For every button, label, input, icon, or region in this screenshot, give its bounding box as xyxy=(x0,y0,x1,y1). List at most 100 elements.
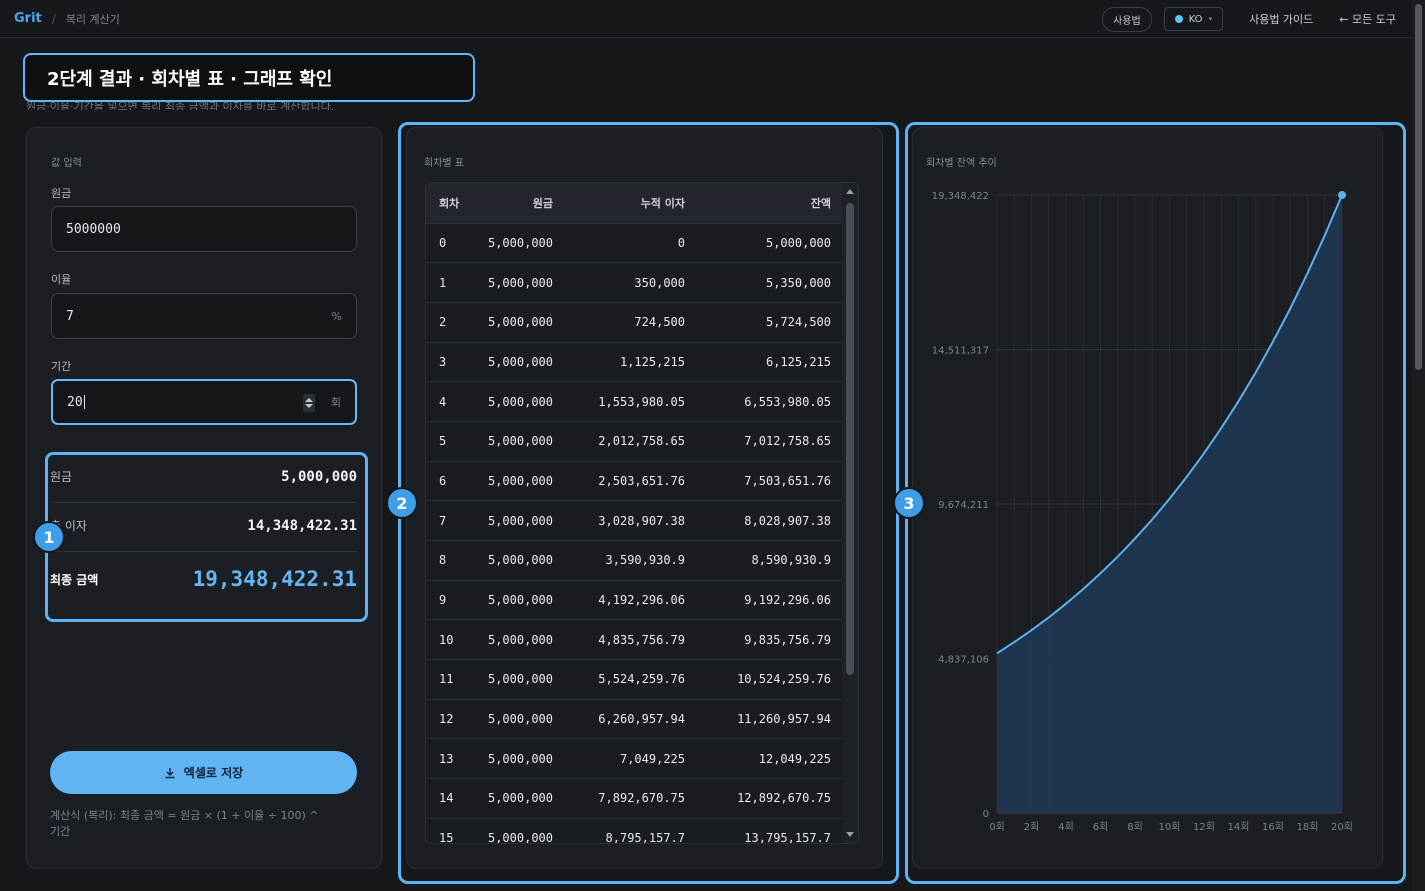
principal-input[interactable]: 5000000 xyxy=(51,206,357,252)
text-caret xyxy=(83,395,85,409)
table-cell: 1,125,215 xyxy=(566,341,698,382)
table-cell: 2,012,758.65 xyxy=(566,420,698,462)
table-cell: 9,835,756.79 xyxy=(698,619,844,660)
balance-line xyxy=(996,194,1343,655)
breadcrumb: 복리 계산기 xyxy=(65,12,120,26)
summary-interest-value: 14,348,422.31 xyxy=(247,517,357,534)
badge-1: 1 xyxy=(33,521,65,553)
table-cell: 5,000,000 xyxy=(482,420,566,462)
brand-logo[interactable]: Grit xyxy=(14,11,42,26)
table-cell: 13 xyxy=(426,738,482,779)
table-cell: 5,000,000 xyxy=(698,222,844,263)
table-cell: 15 xyxy=(426,817,482,843)
table-cell: 14 xyxy=(426,778,482,819)
table-scroll-thumb[interactable] xyxy=(846,203,854,675)
table-cell: 12,892,670.75 xyxy=(698,778,844,819)
table-cell: 8,795,157.7 xyxy=(566,817,698,843)
table-cell: 5,000,000 xyxy=(482,619,566,660)
top-actions: 사용법 KO ▾ 사용법 가이드 ← 모든 도구 xyxy=(1102,0,1396,38)
table-cell: 5,000,000 xyxy=(482,222,566,263)
table-row: 14 5,000,000 7,892,670.75 12,892,670.75 xyxy=(426,778,844,819)
table-cell: 5,000,000 xyxy=(482,698,566,739)
table-cell: 5,000,000 xyxy=(482,579,566,620)
table-cell: 724,500 xyxy=(566,301,698,343)
page-scroll-thumb[interactable] xyxy=(1415,4,1422,370)
formula-suffix: 기간 xyxy=(50,825,71,838)
table-row: 9 5,000,000 4,192,296.06 9,192,296.06 xyxy=(426,579,844,620)
period-unit: 회 xyxy=(330,396,341,409)
table-cell: 5,000,000 xyxy=(482,500,566,541)
table-cell: 10,524,259.76 xyxy=(698,659,844,700)
all-tools-link[interactable]: ← 모든 도구 xyxy=(1339,13,1396,26)
table-cell: 1 xyxy=(426,262,482,303)
table-row: 8 5,000,000 3,590,930.9 8,590,930.9 xyxy=(426,540,844,581)
table-row: 4 5,000,000 1,553,980.05 6,553,980.05 xyxy=(426,381,844,422)
table-cell: 12 xyxy=(426,698,482,739)
table-cell: 11,260,957.94 xyxy=(698,698,844,739)
balance-chart: 0 4,837,106 9,674,211 14,511,317 19,348,422 0… xyxy=(932,190,1353,833)
table-cell: 6 xyxy=(426,460,482,501)
summary-principal-value: 5,000,000 xyxy=(281,468,357,485)
principal-label: 원금 xyxy=(51,187,72,200)
x-tick-label: 12회 xyxy=(1193,821,1215,833)
spinner-down-icon[interactable] xyxy=(305,404,313,408)
header-balance: 잔액 xyxy=(698,183,844,223)
table-row: 7 5,000,000 3,028,907.38 8,028,907.38 xyxy=(426,500,844,541)
table-cell: 5,000,000 xyxy=(482,460,566,501)
rate-input[interactable]: 7 % xyxy=(51,293,357,339)
top-bar: Grit / 복리 계산기 사용법 KO ▾ 사용법 가이드 ← 모든 도구 xyxy=(0,0,1412,38)
table-cell: 2,503,651.76 xyxy=(566,460,698,501)
table-row: 15 5,000,000 8,795,157.7 13,795,157.7 xyxy=(426,817,844,843)
table-cell: 5 xyxy=(426,420,482,462)
table-cell: 8,590,930.9 xyxy=(698,540,844,581)
rate-unit: % xyxy=(331,309,342,323)
page-scrollbar[interactable] xyxy=(1412,0,1425,891)
table-row: 12 5,000,000 6,260,957.94 11,260,957.94 xyxy=(426,698,844,739)
table-header-row: 회차 원금 누적 이자 잔액 xyxy=(426,183,844,223)
table-row: 6 5,000,000 2,503,651.76 7,503,651.76 xyxy=(426,460,844,501)
table-row: 1 5,000,000 350,000 5,350,000 xyxy=(426,262,844,303)
scroll-up-icon[interactable] xyxy=(846,189,854,194)
table-cell: 350,000 xyxy=(566,262,698,303)
x-tick-label: 0회 xyxy=(989,821,1005,833)
table-cell: 5,000,000 xyxy=(482,817,566,843)
table-cell: 5,000,000 xyxy=(482,262,566,303)
table-cell: 5,000,000 xyxy=(482,301,566,343)
usage-button[interactable]: 사용법 xyxy=(1102,6,1152,32)
header-interest: 누적 이자 xyxy=(566,183,698,223)
x-tick-label: 8회 xyxy=(1127,821,1143,833)
summary-highlight xyxy=(45,452,368,622)
summary-divider xyxy=(50,551,357,552)
export-excel-button[interactable]: 엑셀로 저장 xyxy=(50,751,357,794)
summary-final-label: 최종 금액 xyxy=(50,572,99,587)
y-tick-label: 19,348,422 xyxy=(932,191,989,202)
table-cell: 4,835,756.79 xyxy=(566,619,698,660)
period-input[interactable]: 20 회 xyxy=(51,379,357,425)
table-row: 10 5,000,000 4,835,756.79 9,835,756.79 xyxy=(426,619,844,660)
table-cell: 5,000,000 xyxy=(482,778,566,819)
table-cell: 7,892,670.75 xyxy=(566,778,698,819)
table-cell: 5,350,000 xyxy=(698,262,844,303)
x-tick-label: 16회 xyxy=(1262,821,1284,833)
number-spinner[interactable] xyxy=(303,394,315,412)
header-period: 회차 xyxy=(426,183,482,223)
table-scrollbar[interactable] xyxy=(842,183,858,843)
badge-3: 3 xyxy=(893,487,925,519)
table-cell: 4,192,296.06 xyxy=(566,579,698,620)
spinner-up-icon[interactable] xyxy=(305,398,313,402)
rate-value: 7 xyxy=(66,308,74,324)
x-tick-label: 2회 xyxy=(1024,821,1040,833)
table-cell: 2 xyxy=(426,301,482,343)
schedule-table[interactable]: 회차 원금 누적 이자 잔액 0 5,000,000 0 5,000,000 1 5,00… xyxy=(425,182,859,844)
y-tick-label: 14,511,317 xyxy=(932,346,989,357)
language-select[interactable]: KO ▾ xyxy=(1163,7,1224,31)
table-cell: 0 xyxy=(566,222,698,263)
table-cell: 6,125,215 xyxy=(698,341,844,382)
formula-prefix: 계산식 (복리): 최종 금액 = 원금 × (1 + 이율 ÷ 100) ^ xyxy=(50,809,319,822)
table-cell: 7,503,651.76 xyxy=(698,460,844,501)
table-cell: 7,049,225 xyxy=(566,738,698,779)
language-value: KO xyxy=(1188,13,1203,25)
scroll-down-icon[interactable] xyxy=(846,832,854,837)
table-row: 11 5,000,000 5,524,259.76 10,524,259.76 xyxy=(426,659,844,700)
usage-guide-link[interactable]: 사용법 가이드 xyxy=(1249,13,1314,26)
